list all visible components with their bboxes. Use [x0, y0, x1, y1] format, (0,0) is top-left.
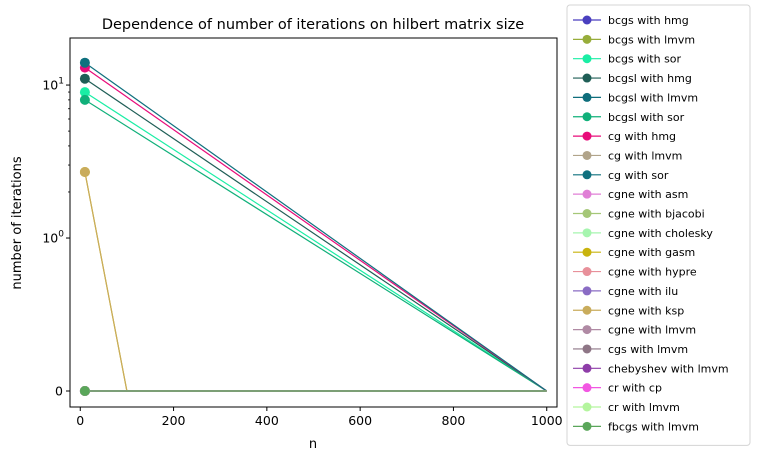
- legend-swatch-marker: [582, 325, 592, 335]
- legend-swatch-marker: [582, 383, 592, 393]
- legend-swatch-marker: [582, 305, 592, 315]
- legend-swatch-marker: [582, 286, 592, 296]
- legend-swatch-marker: [582, 421, 592, 431]
- y-tick-label: 100: [42, 230, 64, 246]
- legend-swatch-marker: [582, 112, 592, 122]
- x-axis: 0 200 400 600 800 1000: [76, 407, 563, 428]
- legend-swatch-marker: [582, 54, 592, 64]
- y-tick-label: 101: [42, 77, 64, 93]
- x-tick-label: 600: [348, 413, 372, 428]
- legend-entry: bcgsl with sor: [608, 111, 685, 124]
- series-line-2: [84, 91, 548, 392]
- series-marker-15: [79, 167, 90, 177]
- legend-swatch-marker: [582, 363, 592, 373]
- legend-swatch-marker: [582, 34, 592, 44]
- legend-entry: cgne with bjacobi: [608, 208, 705, 221]
- legend-entry: cgne with ksp: [608, 304, 684, 317]
- legend-entry: cr with lmvm: [608, 401, 680, 414]
- legend-entry: cgne with hypre: [608, 266, 697, 279]
- legend-entry: cgne with gasm: [608, 246, 695, 259]
- plot-lines: [84, 62, 548, 392]
- y-axis-label: number of iterations: [10, 156, 25, 289]
- legend-entry: bcgs with hmg: [608, 14, 689, 27]
- series-marker-5: [79, 94, 90, 105]
- legend-swatch-marker: [582, 247, 592, 257]
- y-axis: 0 100 101: [42, 77, 70, 399]
- legend-entry: cr with cp: [608, 382, 662, 395]
- legend-entry: fbcgs with lmvm: [608, 420, 699, 433]
- legend-entry: bcgs with sor: [608, 53, 682, 66]
- legend-entry: chebyshev with lmvm: [608, 362, 729, 375]
- legend-swatch-marker: [582, 402, 592, 412]
- legend-entry: cg with lmvm: [608, 149, 682, 162]
- legend-swatch-marker: [582, 73, 592, 83]
- legend-swatch-marker: [582, 15, 592, 25]
- x-axis-label: n: [309, 437, 317, 452]
- series-line-6: [84, 67, 548, 392]
- legend-swatch-marker: [582, 92, 592, 102]
- x-tick-label: 1000: [531, 413, 563, 428]
- x-tick-label: 800: [442, 413, 466, 428]
- series-marker-2: [79, 87, 90, 98]
- legend-entry: cgs with lmvm: [608, 343, 688, 356]
- legend-entry: cg with hmg: [608, 130, 676, 143]
- legend-entry: cgne with asm: [608, 188, 688, 201]
- legend-entry: bcgsl with hmg: [608, 72, 692, 85]
- legend-entry: bcgsl with lmvm: [608, 91, 698, 104]
- x-tick-label: 400: [255, 413, 279, 428]
- legend-entry: cgne with cholesky: [608, 227, 713, 240]
- chart-title: Dependence of number of iterations on hi…: [102, 17, 524, 33]
- legend-entry: cgne with ilu: [608, 285, 678, 298]
- series-line-15: [84, 171, 547, 392]
- y-tick-label: 0: [55, 384, 63, 399]
- series-marker-3: [79, 73, 90, 84]
- series-marker-21: [79, 386, 90, 396]
- legend-entry: cg with sor: [608, 169, 669, 182]
- legend-swatch-marker: [582, 228, 592, 238]
- x-tick-label: 200: [162, 413, 186, 428]
- x-tick-label: 0: [76, 413, 84, 428]
- legend-entry: cgne with lmvm: [608, 324, 696, 337]
- legend-entry: bcgs with lmvm: [608, 33, 695, 46]
- series-line-12: [84, 171, 547, 392]
- legend-frame: [566, 4, 751, 446]
- plot-frame: [69, 37, 558, 408]
- series-line-3: [84, 78, 548, 392]
- legend-swatch-marker: [582, 344, 592, 354]
- plot-markers: [79, 57, 90, 396]
- legend-swatch-marker: [582, 189, 592, 199]
- legend-swatch-marker: [582, 170, 592, 180]
- legend-swatch-marker: [582, 150, 592, 160]
- legend-swatch-marker: [582, 267, 592, 277]
- series-marker-8: [79, 57, 90, 68]
- legend-swatch-marker: [582, 209, 592, 218]
- series-line-5: [84, 99, 548, 392]
- legend: bcgs with hmg bcgs with lmvm bcgs with sor…: [566, 4, 751, 446]
- series-line-8: [84, 62, 548, 392]
- legend-swatch-marker: [582, 131, 592, 141]
